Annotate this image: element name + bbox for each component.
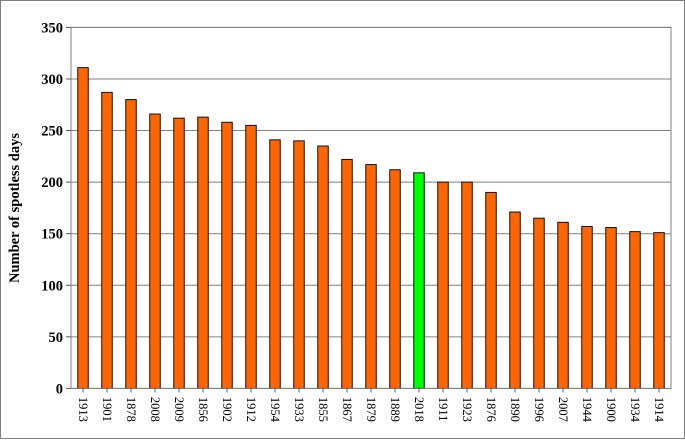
svg-text:200: 200: [41, 175, 63, 191]
svg-text:2007: 2007: [556, 397, 570, 422]
svg-text:350: 350: [41, 20, 63, 36]
svg-text:1901: 1901: [100, 397, 114, 422]
svg-text:1996: 1996: [532, 397, 546, 422]
svg-text:1856: 1856: [196, 397, 210, 422]
svg-text:2008: 2008: [148, 397, 162, 422]
svg-text:250: 250: [41, 124, 63, 140]
svg-text:1855: 1855: [316, 397, 330, 422]
svg-text:1911: 1911: [436, 397, 450, 422]
svg-text:1900: 1900: [604, 397, 618, 422]
svg-text:1934: 1934: [628, 397, 642, 423]
svg-text:1912: 1912: [244, 397, 258, 422]
svg-text:1923: 1923: [460, 397, 474, 422]
svg-text:0: 0: [56, 381, 63, 397]
svg-text:300: 300: [41, 72, 63, 88]
svg-text:1954: 1954: [268, 397, 282, 423]
svg-text:1867: 1867: [340, 397, 354, 422]
svg-text:2018: 2018: [412, 397, 426, 422]
svg-text:50: 50: [49, 330, 64, 346]
svg-text:1890: 1890: [508, 397, 522, 422]
svg-text:1944: 1944: [580, 397, 594, 423]
svg-text:1879: 1879: [364, 397, 378, 422]
svg-text:1913: 1913: [76, 397, 90, 422]
svg-text:1876: 1876: [484, 397, 498, 422]
svg-text:2009: 2009: [172, 397, 186, 422]
svg-text:1878: 1878: [124, 397, 138, 422]
svg-text:1902: 1902: [220, 397, 234, 422]
svg-text:1914: 1914: [652, 397, 666, 423]
svg-text:1933: 1933: [292, 397, 306, 422]
svg-text:100: 100: [41, 278, 63, 294]
svg-text:150: 150: [41, 227, 63, 243]
svg-text:1889: 1889: [388, 397, 402, 422]
